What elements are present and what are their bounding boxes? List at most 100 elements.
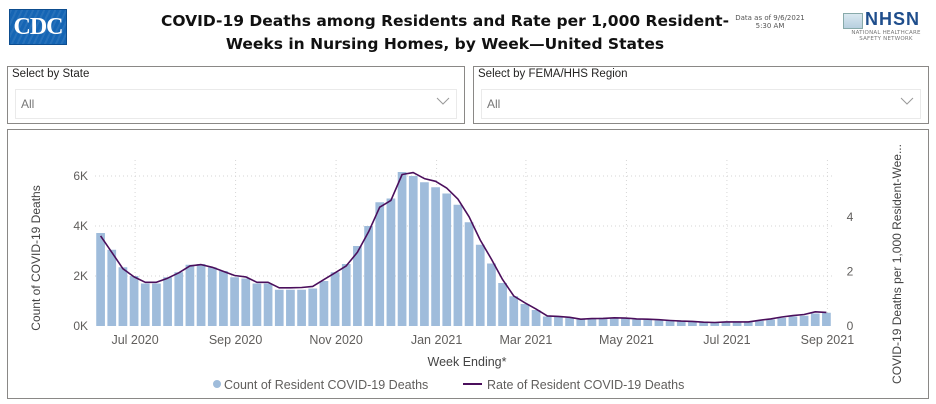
bar[interactable] [140,283,150,327]
bar[interactable] [576,319,586,326]
nhsn-logo: NHSN NATIONAL HEALTHCARE SAFETY NETWORK [840,9,932,46]
data-as-of: Data as of 9/6/2021 5:30 AM [730,14,810,30]
bar[interactable] [297,289,306,326]
bar[interactable] [219,271,228,326]
x-tick-label: Sep 2021 [801,333,855,347]
bar[interactable] [565,317,574,326]
bar[interactable] [531,310,541,326]
bar[interactable] [766,319,775,327]
bar[interactable] [822,312,831,326]
bar[interactable] [799,315,809,326]
bar[interactable] [810,313,820,327]
bar[interactable] [643,319,653,326]
bar[interactable] [699,322,708,326]
bar[interactable] [609,318,619,326]
bar[interactable] [453,204,463,326]
y2-tick-label: 0 [847,319,854,333]
bar[interactable] [509,296,519,326]
bar[interactable] [118,267,128,326]
bar[interactable] [241,278,251,327]
bar[interactable] [107,249,117,326]
bar[interactable] [375,202,385,326]
state-dropdown[interactable]: All [15,89,457,119]
bar[interactable] [487,263,496,327]
bar[interactable] [341,264,351,326]
bar[interactable] [621,318,630,327]
x-tick-label: Sep 2020 [209,333,263,347]
nhsn-logo-subtitle: NATIONAL HEALTHCARE SAFETY NETWORK [840,30,932,42]
bar[interactable] [587,318,597,327]
x-tick-label: Nov 2020 [309,333,363,347]
region-dropdown[interactable]: All [481,89,921,119]
bar[interactable] [598,317,608,326]
bar[interactable] [252,283,262,327]
bar[interactable] [520,304,530,326]
y2-tick-label: 2 [847,264,854,278]
nhsn-sub-line2: SAFETY NETWORK [859,36,913,42]
bar[interactable] [732,322,742,326]
legend-line-label: Rate of Resident COVID-19 Deaths [487,378,684,392]
bar[interactable] [665,320,675,326]
x-tick-label: Jul 2020 [111,333,158,347]
bar[interactable] [654,320,664,326]
region-slicer-label: Select by FEMA/HHS Region [478,68,628,80]
bar[interactable] [676,321,686,326]
bar[interactable] [710,322,720,327]
bar[interactable] [353,246,362,326]
state-slicer: Select by State All [7,66,465,124]
cdc-logo: CDC [9,9,67,45]
nhsn-sub-line1: NATIONAL HEALTHCARE [851,30,921,36]
bar[interactable] [498,283,507,326]
bar[interactable] [96,233,105,326]
bar[interactable] [274,289,284,326]
bar[interactable] [420,182,429,326]
bar[interactable] [163,277,172,326]
chevron-down-icon [900,97,914,105]
bar[interactable] [632,319,641,327]
rate-line[interactable] [99,171,827,324]
legend: Count of Resident COVID-19 Deaths Rate o… [213,378,684,392]
nhsn-logo-text: NHSN [865,9,921,29]
cdc-logo-rays [10,10,66,44]
bar[interactable] [431,187,440,326]
bar[interactable] [207,267,217,326]
bar[interactable] [152,283,161,327]
y2-axis-label: COVID-19 Deaths per 1,000 Resident-Wee..… [890,144,904,384]
bar[interactable] [688,321,697,327]
bar[interactable] [286,289,295,326]
bar[interactable] [230,277,239,326]
bar[interactable] [364,226,373,326]
bar[interactable] [464,222,474,326]
region-slicer: Select by FEMA/HHS Region All [473,66,929,124]
bar[interactable] [129,276,139,326]
bar[interactable] [408,176,418,326]
bar[interactable] [475,244,485,326]
bar[interactable] [196,264,206,326]
bar[interactable] [788,316,798,327]
bar[interactable] [386,198,396,327]
page-title-line1: COVID-19 Deaths among Residents and Rate… [160,12,730,30]
y-axis-label: Count of COVID-19 Deaths [29,185,43,330]
bar[interactable] [319,281,329,326]
y-tick-label: 0K [73,319,88,333]
y-tick-label: 4K [73,219,88,233]
bar[interactable] [330,272,340,326]
bar[interactable] [174,272,184,326]
bar[interactable] [185,264,195,326]
bar[interactable] [542,316,552,327]
bar[interactable] [397,172,407,326]
bar[interactable] [743,322,753,326]
y-axis-ticks: 0K 2K 4K 6K [73,169,88,333]
cdc-logo-text: CDC [13,13,64,40]
bar[interactable] [755,320,764,326]
bar[interactable] [308,288,318,327]
bar[interactable] [554,316,563,326]
nhsn-monitor-icon [843,13,863,29]
bar[interactable] [263,283,273,327]
bar[interactable] [777,317,787,326]
region-dropdown-value: All [487,97,501,111]
state-slicer-label: Select by State [12,68,90,80]
bar[interactable] [721,322,731,326]
bar[interactable] [442,193,452,327]
